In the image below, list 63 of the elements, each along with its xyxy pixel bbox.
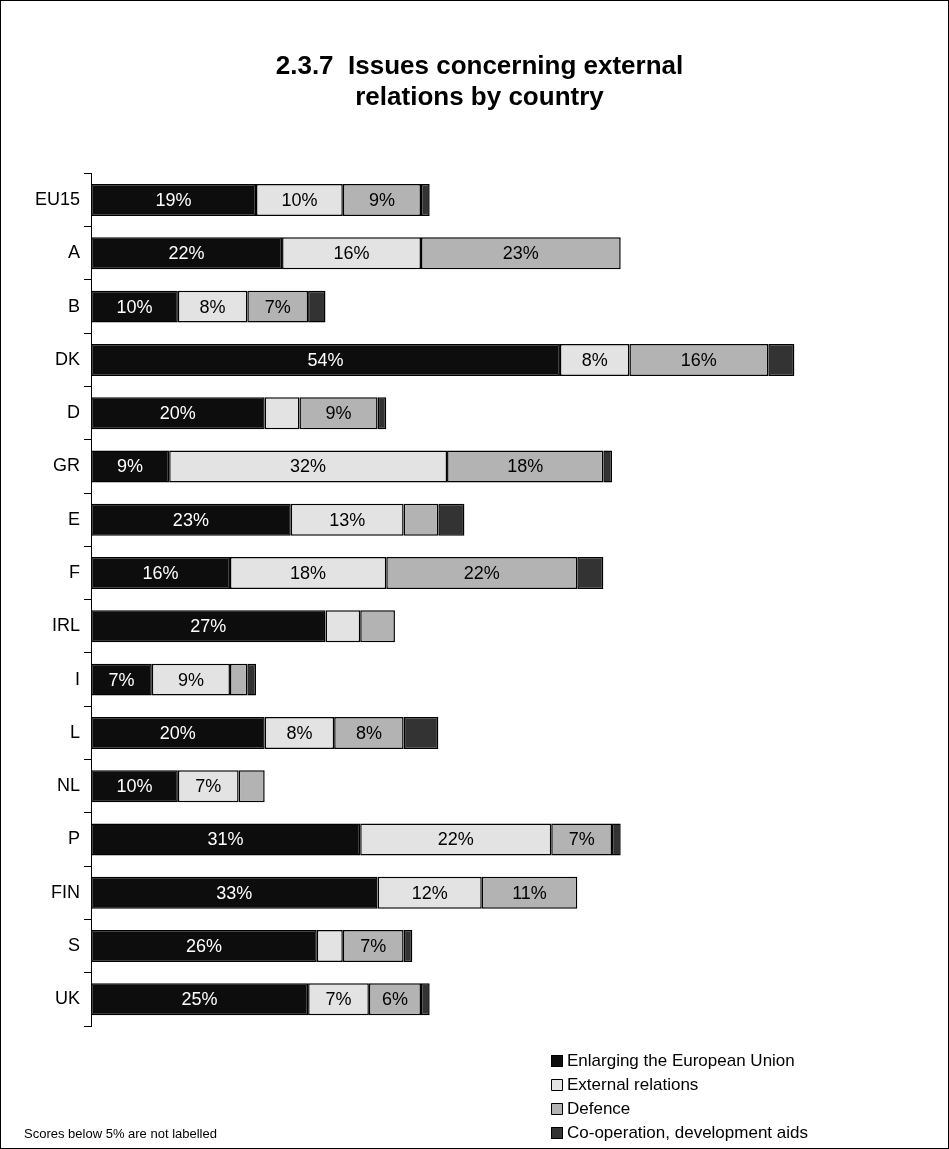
data-label: 8% xyxy=(286,722,313,743)
data-label: 8% xyxy=(581,349,608,370)
data-label: 31% xyxy=(207,829,244,850)
data-label: 9% xyxy=(177,669,204,690)
y-tick-label: A xyxy=(68,242,81,263)
data-label: 7% xyxy=(108,669,135,690)
data-label: 16% xyxy=(142,563,179,584)
data-label: 7% xyxy=(568,829,595,850)
data-label: 16% xyxy=(680,349,717,370)
data-label: 18% xyxy=(507,456,544,477)
data-label: 7% xyxy=(360,936,387,957)
data-label: 22% xyxy=(437,829,474,850)
legend-label: Defence xyxy=(567,1098,631,1118)
data-label: 9% xyxy=(368,190,395,211)
y-tick-label: S xyxy=(68,935,81,956)
y-tick-label: IRL xyxy=(52,615,81,636)
data-label: 18% xyxy=(290,563,327,584)
data-label: 22% xyxy=(463,563,500,584)
y-tick-label: B xyxy=(68,295,81,316)
chart-title: 2.3.7 Issues concerning external relations by country xyxy=(275,49,684,111)
data-label: 20% xyxy=(159,722,196,743)
data-label: 27% xyxy=(190,616,227,637)
data-label: 22% xyxy=(168,243,205,264)
y-tick-label: NL xyxy=(57,775,81,796)
y-tick-label: E xyxy=(68,508,81,529)
data-label: 12% xyxy=(411,882,448,903)
data-label: 10% xyxy=(116,296,153,317)
data-label: 8% xyxy=(355,722,382,743)
legend-label: Co-operation, development aids xyxy=(567,1122,808,1142)
y-tick-label: GR xyxy=(53,455,81,476)
data-label: 13% xyxy=(329,509,366,530)
data-label: 19% xyxy=(155,190,192,211)
data-label: 54% xyxy=(307,349,344,370)
y-tick-label: D xyxy=(67,402,81,423)
data-label: 7% xyxy=(195,776,222,797)
data-label: 23% xyxy=(502,243,539,264)
legend-label: External relations xyxy=(567,1074,699,1094)
y-tick-label: P xyxy=(68,828,81,849)
data-label: 32% xyxy=(290,456,327,477)
data-label: 9% xyxy=(325,403,352,424)
y-tick-label: F xyxy=(69,562,81,583)
data-label: 33% xyxy=(216,882,253,903)
data-label: 9% xyxy=(117,456,144,477)
data-label: 7% xyxy=(325,989,352,1010)
data-label: 10% xyxy=(281,190,318,211)
y-tick-label: DK xyxy=(55,348,81,369)
y-tick-label: UK xyxy=(55,988,81,1009)
data-label: 25% xyxy=(181,989,218,1010)
data-label: 11% xyxy=(512,882,547,903)
data-label: 7% xyxy=(264,296,291,317)
data-label: 16% xyxy=(333,243,370,264)
y-tick-label: FIN xyxy=(51,881,81,902)
legend-label: Enlarging the European Union xyxy=(567,1050,795,1070)
y-tick-label: I xyxy=(75,668,81,689)
data-label: 8% xyxy=(199,296,226,317)
data-label: 6% xyxy=(381,989,408,1010)
data-label: 23% xyxy=(172,509,209,530)
data-label: 20% xyxy=(159,403,196,424)
text: Scores below 5% are not labelled xyxy=(24,1125,217,1141)
y-tick-label: L xyxy=(70,721,81,742)
data-label: 10% xyxy=(116,776,153,797)
data-label: 26% xyxy=(185,936,222,957)
y-tick-label: EU15 xyxy=(35,189,81,210)
